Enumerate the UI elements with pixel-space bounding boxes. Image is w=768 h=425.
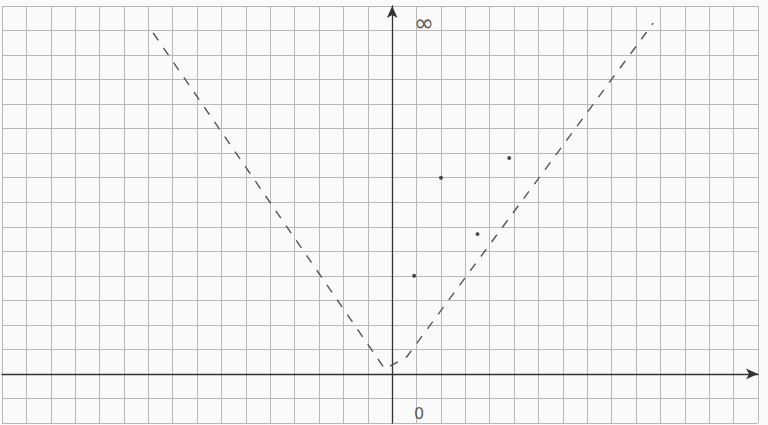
svg-text:∞: ∞ <box>414 9 434 37</box>
svg-text:0: 0 <box>414 404 424 423</box>
